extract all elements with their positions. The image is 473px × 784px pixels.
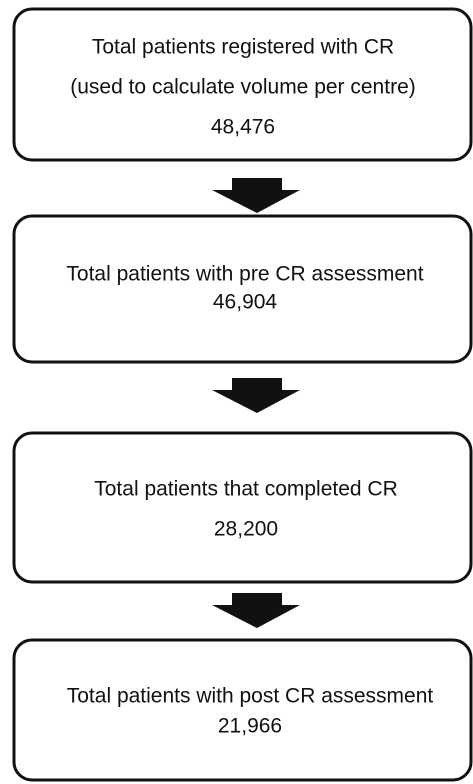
box-count: 48,476 <box>211 116 275 139</box>
arrow <box>212 593 300 628</box>
box-count: 28,200 <box>214 518 278 541</box>
box-count: 46,904 <box>213 291 278 314</box>
box <box>12 214 473 364</box>
arrow <box>212 178 300 213</box>
box <box>12 7 473 162</box>
box <box>12 431 473 584</box>
box <box>12 638 473 782</box>
box-text: Total patients with pre CR assessment <box>66 263 423 286</box>
box-text: Total patients registered with CR <box>92 36 394 59</box>
box-count: 21,966 <box>218 715 282 738</box>
box-text: Total patients that completed CR <box>94 478 398 501</box>
box-text: (used to calculate volume per centre) <box>70 76 416 99</box>
box-text: Total patients with post CR assessment <box>67 685 434 708</box>
arrow <box>212 378 300 413</box>
